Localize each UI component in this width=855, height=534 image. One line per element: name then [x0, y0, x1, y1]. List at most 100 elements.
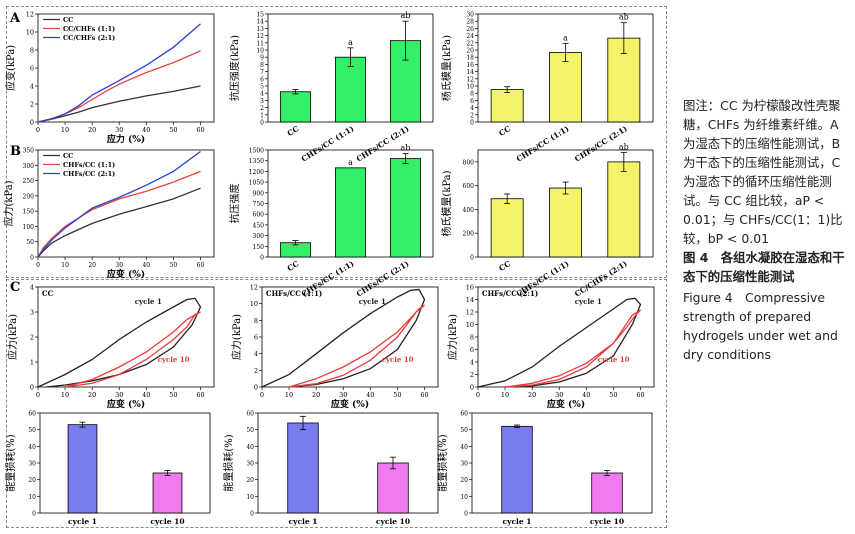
- C3-ytick-label: 0: [470, 384, 474, 392]
- C3-xtick-label: 50: [609, 391, 617, 399]
- A1-xtick-label: 60: [196, 126, 204, 134]
- C1-xtick-label: 40: [142, 391, 150, 399]
- A1-legend-label: CC: [63, 16, 73, 24]
- B3-y-axis-label: 杨氏模量(kPa): [440, 170, 453, 236]
- B3-significance-mark: ab: [619, 142, 629, 151]
- C4-bar-1: [152, 472, 183, 514]
- C2-xtick-label: 60: [420, 391, 428, 399]
- C4-bar-0: [67, 424, 98, 514]
- B2-ytick-label: 1050: [249, 180, 264, 187]
- C5-ytick-label: 30: [246, 461, 254, 468]
- C6-bar-1: [591, 472, 623, 514]
- C4-ytick-label: 50: [28, 427, 36, 434]
- C5-ytick-label: 10: [246, 494, 254, 501]
- C5-category-label: cycle 1: [289, 517, 318, 526]
- C2-xtick-label: 50: [393, 391, 401, 399]
- A1-xtick-label: 30: [115, 126, 123, 134]
- B3-ytick-label: 400: [463, 207, 475, 214]
- figure-caption: 图注：CC 为柠檬酸改性壳聚糖，CHFs 为纤维素纤维。A 为湿态下的压缩性能测…: [683, 96, 851, 364]
- C3-ytick-label: 2: [470, 371, 474, 379]
- A3-ytick-label: 20: [466, 48, 474, 55]
- A2-y-axis-label: 抗压强度(kPa): [228, 35, 241, 101]
- A1-xtick-label: 20: [88, 126, 96, 134]
- C3-xtick-label: 20: [528, 391, 536, 399]
- B2-ytick-label: 150: [253, 244, 265, 251]
- C6-ytick-label: 40: [460, 444, 468, 451]
- C2-chart-title: CHFs/CC (1:1): [266, 289, 322, 298]
- C3-series-line-1: [505, 309, 641, 388]
- C2-series-line-1: [288, 304, 425, 388]
- C2-xtick-label: 10: [285, 391, 293, 399]
- A2-ytick-label: 15: [256, 12, 264, 19]
- A2-ytick-label: 11: [256, 40, 264, 47]
- C2-xtick-label: 0: [260, 391, 264, 399]
- C6-ytick-label: 20: [460, 477, 468, 484]
- C3-xtick-label: 30: [555, 391, 563, 399]
- B3-ytick-label: 600: [463, 183, 475, 190]
- B3-ytick-label: 200: [463, 231, 475, 238]
- A2-ytick-label: 8: [260, 62, 264, 69]
- A1-series-line-0: [37, 85, 201, 123]
- C6-ytick-label: 50: [460, 427, 468, 434]
- A3-ytick-label: 22: [466, 40, 474, 47]
- panel-letter-a: A: [9, 11, 21, 26]
- C3-xtick-label: 10: [501, 391, 509, 399]
- C2-x-axis-label: 应变 (%): [331, 398, 369, 410]
- B3-category-label: CC: [497, 259, 512, 273]
- C6-category-label: cycle 1: [503, 517, 532, 526]
- A2-ytick-label: 14: [256, 19, 264, 26]
- C1-series-line-0: [37, 297, 202, 388]
- C1-chart-title: CC: [42, 289, 54, 298]
- A2-ytick-label: 4: [260, 91, 264, 98]
- A1-legend-label: CC/CHFs (2:1): [63, 34, 115, 42]
- B2-bar-2: [389, 158, 422, 258]
- A3-ytick-label: 24: [466, 33, 474, 40]
- B3-bar-1: [549, 187, 582, 258]
- C4-category-label: cycle 1: [68, 517, 97, 526]
- B2-ytick-label: 900: [253, 190, 265, 197]
- C4-ytick-label: 40: [28, 444, 36, 451]
- panel-c-frame: [6, 279, 667, 528]
- C2-y-axis-label: 应力(kPa): [230, 314, 243, 360]
- C2-ytick-label: 12: [250, 284, 258, 292]
- A3-ytick-label: 18: [466, 55, 474, 62]
- C6-y-axis-label: 能量损耗(%): [436, 434, 449, 491]
- B3-ytick-label: 0: [470, 255, 474, 262]
- A1-y-axis-label: 应变(kPa): [4, 45, 17, 91]
- A1-xtick-label: 50: [169, 126, 177, 134]
- C3-ytick-label: 4: [470, 359, 474, 367]
- B2-ytick-label: 1200: [249, 169, 264, 176]
- C3-ytick-label: 14: [466, 296, 474, 304]
- B1-series-line-1: [37, 170, 201, 258]
- B2-significance-mark: a: [348, 158, 353, 167]
- C3-ytick-label: 10: [466, 321, 474, 329]
- C4-category-label: cycle 10: [150, 517, 184, 526]
- panel-letter-c: C: [10, 280, 20, 295]
- caption-title-cn: 图 4 各组水凝胶在湿态和干态下的压缩性能测试: [683, 250, 845, 284]
- A1-ytick-label: 2: [30, 101, 34, 109]
- C3-series-line-0: [477, 297, 642, 388]
- C5-ytick-label: 50: [246, 427, 254, 434]
- C2-annotation-cycle10: cycle 10: [382, 355, 414, 364]
- A3-significance-mark: a: [563, 34, 568, 43]
- C3-xtick-label: 40: [582, 391, 590, 399]
- B3-category-label: CC/CHFs (2:1): [573, 259, 629, 299]
- B1-y-axis-label: 应力(kPa): [2, 180, 15, 226]
- B2-ytick-label: 1350: [249, 158, 264, 165]
- C4-plot-frame: [39, 412, 211, 514]
- A3-ytick-label: 12: [466, 76, 474, 83]
- B1-legend-label: CHFs/CC (1:1): [63, 161, 115, 169]
- A1-series-line-2: [37, 23, 201, 123]
- panel-ab-frame: [6, 6, 667, 278]
- B1-xtick-label: 10: [61, 262, 69, 269]
- B1-xtick-label: 60: [197, 262, 205, 269]
- B3-ytick-label: 800: [463, 159, 475, 166]
- B1-ytick-label: 300: [23, 163, 35, 170]
- C2-series-line-0: [261, 288, 426, 388]
- B1-ytick-label: 150: [23, 209, 35, 216]
- A3-y-axis-label: 杨氏模量(kPa): [440, 35, 453, 101]
- A3-bar-0: [490, 89, 524, 123]
- B2-significance-mark: ab: [401, 144, 411, 153]
- B2-ytick-label: 0: [260, 255, 264, 262]
- A1-xtick-label: 10: [61, 126, 69, 134]
